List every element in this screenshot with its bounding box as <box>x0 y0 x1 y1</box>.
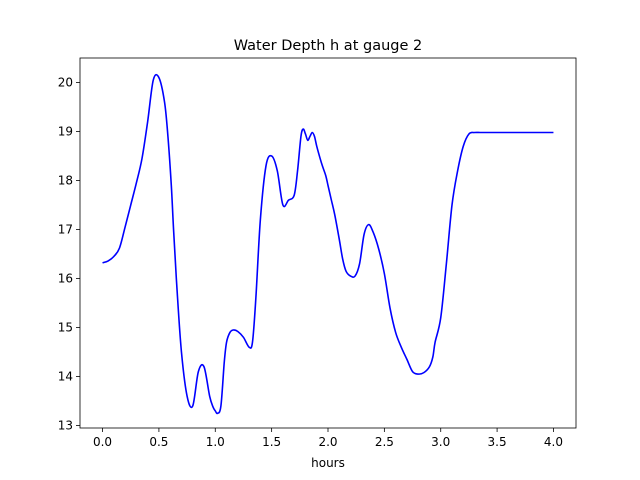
x-tick-label: 3.0 <box>431 435 450 449</box>
y-tick-label: 20 <box>58 76 73 90</box>
x-tick-label: 1.0 <box>206 435 225 449</box>
x-tick-label: 3.5 <box>488 435 507 449</box>
x-tick-label: 2.5 <box>375 435 394 449</box>
y-tick-label: 15 <box>58 321 73 335</box>
chart-axes: 0.0 0.5 1.0 1.5 2.0 2.5 3.0 3.5 4.0 13 14 15 16 17 18 1… <box>58 76 563 449</box>
y-tick-label: 14 <box>58 370 73 384</box>
series-line <box>102 73 554 415</box>
plot-frame <box>79 57 577 429</box>
x-tick-label: 1.5 <box>262 435 281 449</box>
x-tick-label: 4.0 <box>544 435 563 449</box>
y-tick-label: 16 <box>58 272 73 286</box>
y-tick-label: 17 <box>58 223 73 237</box>
plot-area <box>80 58 576 428</box>
y-tick-label: 13 <box>58 419 73 433</box>
x-tick-label: 0.5 <box>149 435 168 449</box>
y-tick-label: 19 <box>58 125 73 139</box>
x-tick-label: 2.0 <box>318 435 337 449</box>
x-axis-label: hours <box>311 456 345 470</box>
chart-marks <box>102 73 554 415</box>
y-tick-label: 18 <box>58 174 73 188</box>
chart-title: Water Depth h at gauge 2 <box>234 38 422 54</box>
x-tick-label: 0.0 <box>93 435 112 449</box>
